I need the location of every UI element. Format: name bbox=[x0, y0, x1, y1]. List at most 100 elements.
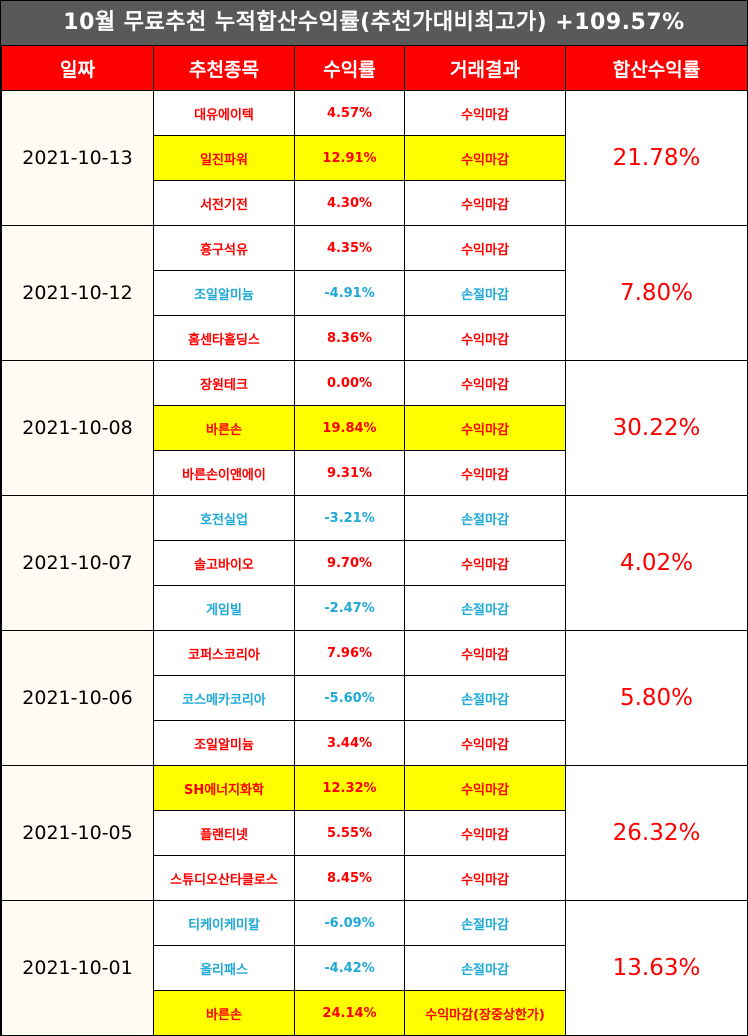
rate-cell: 24.14% bbox=[294, 990, 405, 1036]
table-row: 스튜디오산타클로스 8.45% 수익마감 bbox=[2, 855, 748, 901]
stock-name-cell: 스튜디오산타클로스 bbox=[153, 855, 295, 901]
table-row: 2021-10-13 대유에이텍 4.57% 수익마감 21.78% bbox=[1, 90, 748, 226]
result-cell: 손절마감 bbox=[404, 495, 566, 541]
table-row: 조일알미늄 -4.91% 손절마감 bbox=[2, 270, 748, 316]
date-cell: 2021-10-13 bbox=[1, 90, 154, 226]
stock-name-cell: 조일알미늄 bbox=[153, 270, 295, 316]
rate-cell: 9.70% bbox=[294, 540, 405, 586]
result-cell: 수익마감(장중상한가) bbox=[404, 990, 566, 1036]
total-rate-cell: 5.80% bbox=[565, 630, 748, 766]
rate-cell: 4.30% bbox=[294, 180, 405, 226]
rate-cell: 4.57% bbox=[294, 90, 405, 136]
result-cell: 수익마감 bbox=[404, 765, 566, 811]
stock-name-cell: 바른손 bbox=[153, 990, 295, 1036]
table-row: 게임빌 -2.47% 손절마감 bbox=[2, 585, 748, 631]
header-stock: 추천종목 bbox=[153, 45, 295, 91]
stock-name-cell: 조일알미늄 bbox=[153, 720, 295, 766]
stock-name-cell: 코퍼스코리아 bbox=[153, 630, 295, 676]
stock-name-cell: 홈센타홀딩스 bbox=[153, 315, 295, 361]
rate-cell: 19.84% bbox=[294, 405, 405, 451]
stock-name-cell: 코스메카코리아 bbox=[153, 675, 295, 721]
stock-name-cell: SH에너지화학 bbox=[153, 765, 295, 811]
result-cell: 수익마감 bbox=[404, 90, 566, 136]
date-cell: 2021-10-01 bbox=[1, 900, 154, 1036]
total-rate-cell: 21.78% bbox=[565, 90, 748, 226]
rate-cell: 3.44% bbox=[294, 720, 405, 766]
rate-cell: 0.00% bbox=[294, 360, 405, 406]
stock-name-cell: 호전실업 bbox=[153, 495, 295, 541]
table-row: 2021-10-12 흥구석유 4.35% 수익마감 7.80% bbox=[1, 225, 748, 361]
rate-cell: 7.96% bbox=[294, 630, 405, 676]
date-cell: 2021-10-08 bbox=[1, 360, 154, 496]
table-row: 바른손 19.84% 수익마감 bbox=[2, 405, 748, 451]
table-row: 코스메카코리아 -5.60% 손절마감 bbox=[2, 675, 748, 721]
rate-cell: 8.36% bbox=[294, 315, 405, 361]
stock-name-cell: 일진파워 bbox=[153, 135, 295, 181]
table-row: 서전기전 4.30% 수익마감 bbox=[2, 180, 748, 226]
result-cell: 수익마감 bbox=[404, 450, 566, 496]
table-row: 2021-10-06 코퍼스코리아 7.96% 수익마감 5.80% bbox=[1, 630, 748, 766]
table-row: 일진파워 12.91% 수익마감 bbox=[2, 135, 748, 181]
result-cell: 수익마감 bbox=[404, 360, 566, 406]
table-row: 솔고바이오 9.70% 수익마감 bbox=[2, 540, 748, 586]
date-cell: 2021-10-05 bbox=[1, 765, 154, 901]
result-cell: 손절마감 bbox=[404, 900, 566, 946]
stock-name-cell: 대유에이텍 bbox=[153, 90, 295, 136]
table-row: 2021-10-01 티케이케미칼 -6.09% 손절마감 13.63% bbox=[1, 900, 748, 1036]
table-row: 조일알미늄 3.44% 수익마감 bbox=[2, 720, 748, 766]
table-row: 2021-10-08 장원테크 0.00% 수익마감 30.22% bbox=[1, 360, 748, 496]
rate-cell: -2.47% bbox=[294, 585, 405, 631]
stock-name-cell: 티케이케미칼 bbox=[153, 900, 295, 946]
rate-cell: 8.45% bbox=[294, 855, 405, 901]
page-title: 10월 무료추천 누적합산수익률(추천가대비최고가) +109.57% bbox=[1, 1, 747, 45]
result-cell: 손절마감 bbox=[404, 270, 566, 316]
result-cell: 수익마감 bbox=[404, 405, 566, 451]
rate-cell: -3.21% bbox=[294, 495, 405, 541]
result-cell: 수익마감 bbox=[404, 225, 566, 271]
result-cell: 수익마감 bbox=[404, 720, 566, 766]
total-rate-cell: 7.80% bbox=[565, 225, 748, 361]
rate-cell: 12.91% bbox=[294, 135, 405, 181]
total-rate-cell: 4.02% bbox=[565, 495, 748, 631]
stock-name-cell: 흥구석유 bbox=[153, 225, 295, 271]
total-rate-cell: 13.63% bbox=[565, 900, 748, 1036]
header-result: 거래결과 bbox=[404, 45, 566, 91]
rate-cell: 4.35% bbox=[294, 225, 405, 271]
result-cell: 수익마감 bbox=[404, 135, 566, 181]
rate-cell: -4.91% bbox=[294, 270, 405, 316]
stock-name-cell: 바른손 bbox=[153, 405, 295, 451]
header-row: 일짜 추천종목 수익률 거래결과 합산수익률 bbox=[1, 45, 748, 91]
result-cell: 수익마감 bbox=[404, 630, 566, 676]
rate-cell: 12.32% bbox=[294, 765, 405, 811]
date-cell: 2021-10-12 bbox=[1, 225, 154, 361]
rate-cell: 9.31% bbox=[294, 450, 405, 496]
stock-name-cell: 서전기전 bbox=[153, 180, 295, 226]
rate-cell: -6.09% bbox=[294, 900, 405, 946]
header-total: 합산수익률 bbox=[565, 45, 748, 91]
table-body: 2021-10-13 대유에이텍 4.57% 수익마감 21.78% 일진파워 12.91%… bbox=[1, 90, 748, 1036]
table-row: 홈센타홀딩스 8.36% 수익마감 bbox=[2, 315, 748, 361]
result-cell: 수익마감 bbox=[404, 180, 566, 226]
total-rate-cell: 30.22% bbox=[565, 360, 748, 496]
rate-cell: -4.42% bbox=[294, 945, 405, 991]
table-row: 2021-10-07 호전실업 -3.21% 손절마감 4.02% bbox=[1, 495, 748, 631]
stock-name-cell: 솔고바이오 bbox=[153, 540, 295, 586]
stock-name-cell: 바른손이앤에이 bbox=[153, 450, 295, 496]
date-cell: 2021-10-07 bbox=[1, 495, 154, 631]
recommendation-table: 일짜 추천종목 수익률 거래결과 합산수익률 2021-10-13 대유에이텍 4.… bbox=[1, 45, 748, 1036]
result-cell: 수익마감 bbox=[404, 540, 566, 586]
result-cell: 손절마감 bbox=[404, 945, 566, 991]
stock-name-cell: 게임빌 bbox=[153, 585, 295, 631]
header-date: 일짜 bbox=[1, 45, 154, 91]
date-cell: 2021-10-06 bbox=[1, 630, 154, 766]
stock-name-cell: 장원테크 bbox=[153, 360, 295, 406]
result-cell: 수익마감 bbox=[404, 810, 566, 856]
result-cell: 수익마감 bbox=[404, 855, 566, 901]
total-rate-cell: 26.32% bbox=[565, 765, 748, 901]
table-row: 2021-10-05 SH에너지화학 12.32% 수익마감 26.32% bbox=[1, 765, 748, 901]
table-row: 바른손 24.14% 수익마감(장중상한가) bbox=[2, 990, 748, 1036]
rate-cell: -5.60% bbox=[294, 675, 405, 721]
result-cell: 수익마감 bbox=[404, 315, 566, 361]
rate-cell: 5.55% bbox=[294, 810, 405, 856]
header-rate: 수익률 bbox=[294, 45, 405, 91]
